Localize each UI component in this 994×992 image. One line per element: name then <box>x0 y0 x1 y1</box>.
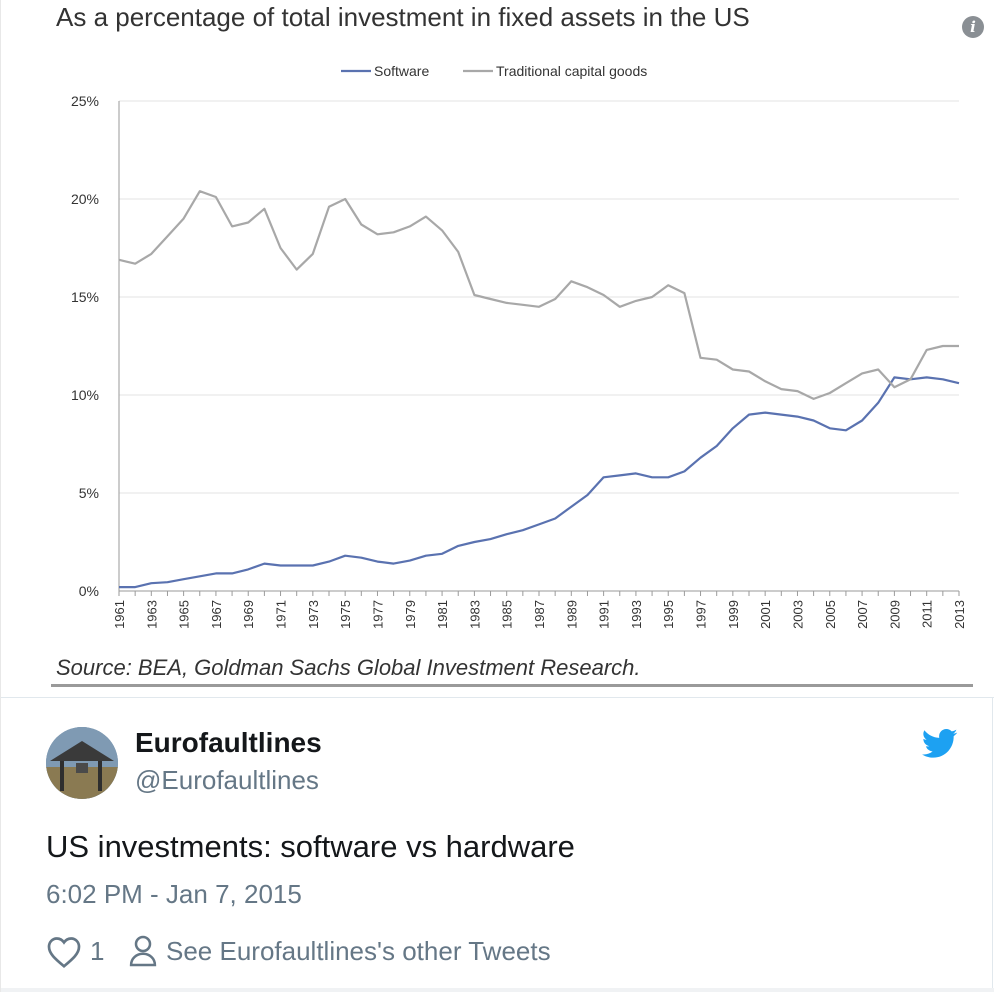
x-tick-label: 2009 <box>887 600 902 629</box>
x-tick-label: 2007 <box>855 600 870 629</box>
x-tick-label: 1997 <box>694 600 709 629</box>
other-tweets-link[interactable]: See Eurofaultlines's other Tweets <box>166 936 551 966</box>
x-tick-label: 1961 <box>112 600 127 629</box>
tweet-timestamp[interactable]: 6:02 PM - Jan 7, 2015 <box>46 879 302 909</box>
x-tick-label: 1977 <box>370 600 385 629</box>
x-tick-label: 1975 <box>338 600 353 629</box>
avatar[interactable] <box>46 727 118 799</box>
x-tick-label: 1991 <box>597 600 612 629</box>
tweet-text: US investments: software vs hardware <box>46 829 575 864</box>
y-tick-label: 5% <box>79 485 99 501</box>
x-tick-label: 1993 <box>629 600 644 629</box>
info-icon[interactable]: i <box>962 16 984 38</box>
x-tick-label: 2013 <box>952 600 967 629</box>
twitter-bird-icon[interactable] <box>922 729 958 759</box>
person-icon[interactable] <box>129 934 157 968</box>
y-tick-label: 10% <box>71 387 99 403</box>
x-tick-label: 2003 <box>790 600 805 629</box>
x-tick-label: 1965 <box>177 600 192 629</box>
tweet-media-image[interactable]: As a percentage of total investment in f… <box>1 0 994 697</box>
x-tick-label: 1995 <box>661 600 676 629</box>
x-tick-label: 1989 <box>564 600 579 629</box>
x-tick-label: 1987 <box>532 600 547 629</box>
x-tick-label: 2011 <box>920 600 935 628</box>
x-tick-label: 1963 <box>144 600 159 629</box>
x-tick-label: 1967 <box>209 600 224 629</box>
chart-series <box>118 190 960 589</box>
chart-gridlines <box>119 100 959 494</box>
y-tick-label: 25% <box>71 93 99 109</box>
legend-label: Software <box>374 63 429 79</box>
author-handle[interactable]: @Eurofaultlines <box>135 765 319 795</box>
chart-axes <box>118 101 960 596</box>
x-tick-label: 2005 <box>823 600 838 629</box>
chart-x-tick-labels: 1961 1963 1965 1967 1969 1971 1973 1975 1977 1979… <box>112 600 967 629</box>
x-tick-label: 1973 <box>306 600 321 629</box>
y-tick-label: 0% <box>79 583 99 599</box>
x-tick-label: 1981 <box>435 600 450 629</box>
y-tick-label: 15% <box>71 289 99 305</box>
author-display-name[interactable]: Eurofaultlines <box>135 727 322 758</box>
legend-label: Traditional capital goods <box>496 63 647 79</box>
x-tick-label: 1979 <box>403 600 418 629</box>
chart-y-tick-labels: 0% 5% 10% 15% 20% 25% <box>71 93 99 599</box>
heart-icon[interactable] <box>46 935 82 969</box>
x-tick-label: 1969 <box>241 600 256 629</box>
source-divider <box>51 684 973 687</box>
x-tick-label: 2001 <box>758 600 773 629</box>
chart-title: As a percentage of total investment in f… <box>56 2 750 32</box>
x-tick-label: 1999 <box>726 600 741 629</box>
series-line-traditional-capital-goods <box>118 190 959 400</box>
x-tick-label: 1985 <box>500 600 515 629</box>
x-tick-label: 1971 <box>274 600 289 629</box>
media-divider <box>1 697 994 698</box>
series-line-software <box>119 376 960 589</box>
y-tick-label: 20% <box>71 191 99 207</box>
x-tick-label: 1983 <box>467 600 482 629</box>
card-bottom-edge <box>1 988 994 992</box>
chart-legend: Software Traditional capital goods <box>341 63 647 79</box>
line-chart: 0% 5% 10% 15% 20% 25% 1961 1963 1965 1967 1969 197… <box>71 63 967 629</box>
like-count[interactable]: 1 <box>90 936 105 966</box>
chart-source-note: Source: BEA, Goldman Sachs Global Invest… <box>56 655 641 680</box>
